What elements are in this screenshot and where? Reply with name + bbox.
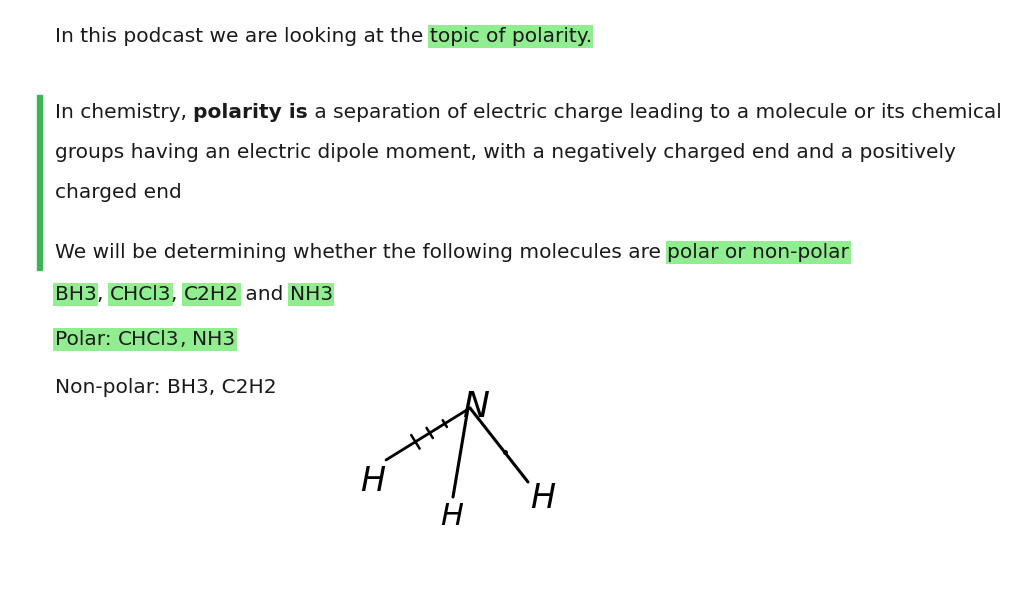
Text: Non-polar: BH3, C2H2: Non-polar: BH3, C2H2: [55, 378, 276, 397]
Text: and: and: [239, 285, 290, 304]
Text: charged end: charged end: [55, 183, 181, 202]
Text: H: H: [360, 465, 385, 498]
Text: CHCl3: CHCl3: [118, 330, 179, 349]
Text: ,: ,: [171, 285, 184, 304]
Text: groups having an electric dipole moment, with a negatively charged end and a pos: groups having an electric dipole moment,…: [55, 143, 955, 162]
Text: H: H: [530, 482, 555, 515]
Text: polarity is: polarity is: [194, 103, 308, 122]
Text: topic of polarity.: topic of polarity.: [430, 27, 592, 46]
Text: ,: ,: [179, 330, 193, 349]
Text: In this podcast we are looking at the: In this podcast we are looking at the: [55, 27, 430, 46]
Text: C2H2: C2H2: [184, 285, 239, 304]
Text: ,: ,: [96, 285, 110, 304]
Text: BH3: BH3: [55, 285, 96, 304]
Text: CHCl3: CHCl3: [110, 285, 171, 304]
Text: We will be determining whether the following molecules are: We will be determining whether the follo…: [55, 243, 668, 262]
Text: H: H: [440, 502, 463, 531]
Bar: [37, 95, 42, 270]
Text: NH3: NH3: [193, 330, 236, 349]
Text: Polar:: Polar:: [55, 330, 118, 349]
Text: In chemistry,: In chemistry,: [55, 103, 194, 122]
Text: N: N: [462, 390, 489, 424]
Text: polar or non-polar: polar or non-polar: [668, 243, 849, 262]
Text: a separation of electric charge leading to a molecule or its chemical: a separation of electric charge leading …: [308, 103, 1001, 122]
Text: NH3: NH3: [290, 285, 333, 304]
